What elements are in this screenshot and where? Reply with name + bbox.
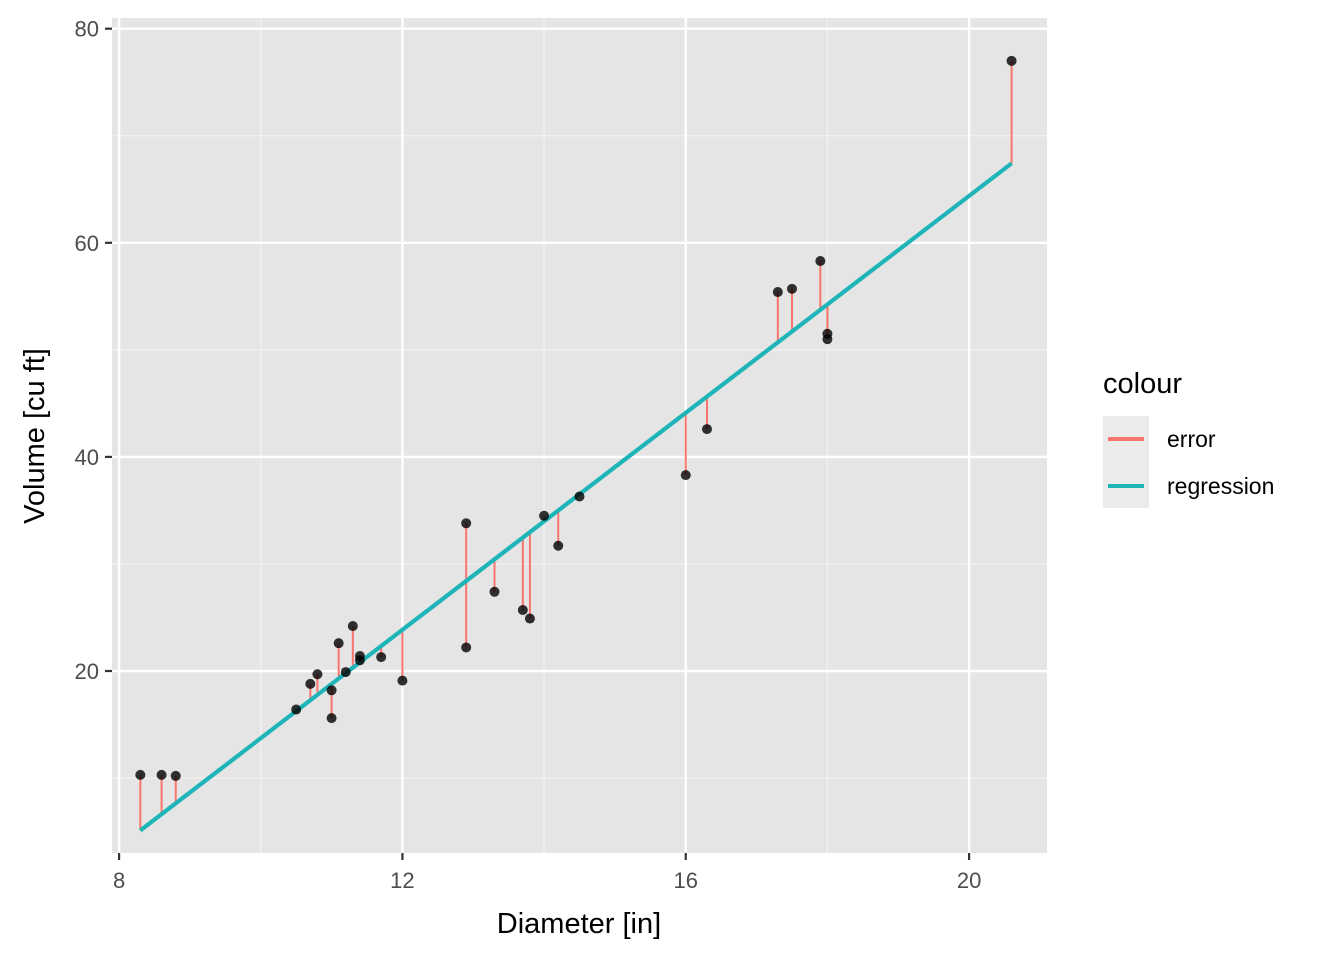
- legend: colour error regression: [1103, 368, 1274, 508]
- data-point: [822, 334, 833, 345]
- data-point: [135, 769, 146, 780]
- data-point: [787, 283, 797, 294]
- data-point: [489, 586, 500, 597]
- data-point: [524, 613, 535, 624]
- data-points: [135, 55, 1017, 781]
- x-tick-label: 20: [957, 868, 981, 893]
- data-point: [702, 424, 712, 435]
- data-point: [1006, 55, 1017, 66]
- minor-gridlines: [112, 18, 1047, 853]
- data-point: [815, 256, 826, 267]
- plot-panel: [112, 18, 1047, 853]
- major-gridlines: [112, 18, 1047, 853]
- data-point: [326, 685, 337, 696]
- x-axis-title: Diameter [in]: [497, 908, 661, 940]
- data-point: [461, 518, 472, 529]
- data-point: [376, 652, 387, 663]
- x-tick-label: 16: [674, 868, 698, 893]
- data-point: [354, 651, 365, 662]
- data-point: [291, 704, 302, 715]
- data-point: [772, 287, 783, 298]
- data-point: [539, 510, 550, 521]
- data-point: [333, 638, 344, 649]
- data-point: [340, 667, 351, 678]
- x-axis: 8 12 16 20: [113, 853, 981, 893]
- y-tick-label: 40: [75, 445, 99, 470]
- data-point: [553, 540, 564, 551]
- data-point: [517, 604, 528, 615]
- y-axis-title: Volume [cu ft]: [19, 348, 51, 524]
- legend-label-error: error: [1167, 426, 1216, 452]
- legend-label-regression: regression: [1167, 473, 1274, 499]
- data-point: [347, 621, 358, 632]
- y-tick-label: 60: [75, 231, 99, 256]
- data-point: [170, 770, 181, 781]
- y-tick-label: 20: [75, 659, 99, 684]
- legend-title: colour: [1103, 368, 1182, 400]
- data-point: [680, 470, 691, 481]
- x-tick-label: 8: [113, 868, 125, 893]
- y-tick-label: 80: [75, 17, 99, 42]
- data-point: [461, 642, 472, 653]
- x-tick-label: 12: [390, 868, 414, 893]
- data-point: [312, 669, 323, 680]
- y-axis: 20 40 60 80: [75, 17, 112, 684]
- data-point: [574, 491, 585, 502]
- data-point: [326, 713, 337, 724]
- data-point: [156, 769, 167, 780]
- data-point: [305, 678, 316, 689]
- data-point: [397, 675, 408, 686]
